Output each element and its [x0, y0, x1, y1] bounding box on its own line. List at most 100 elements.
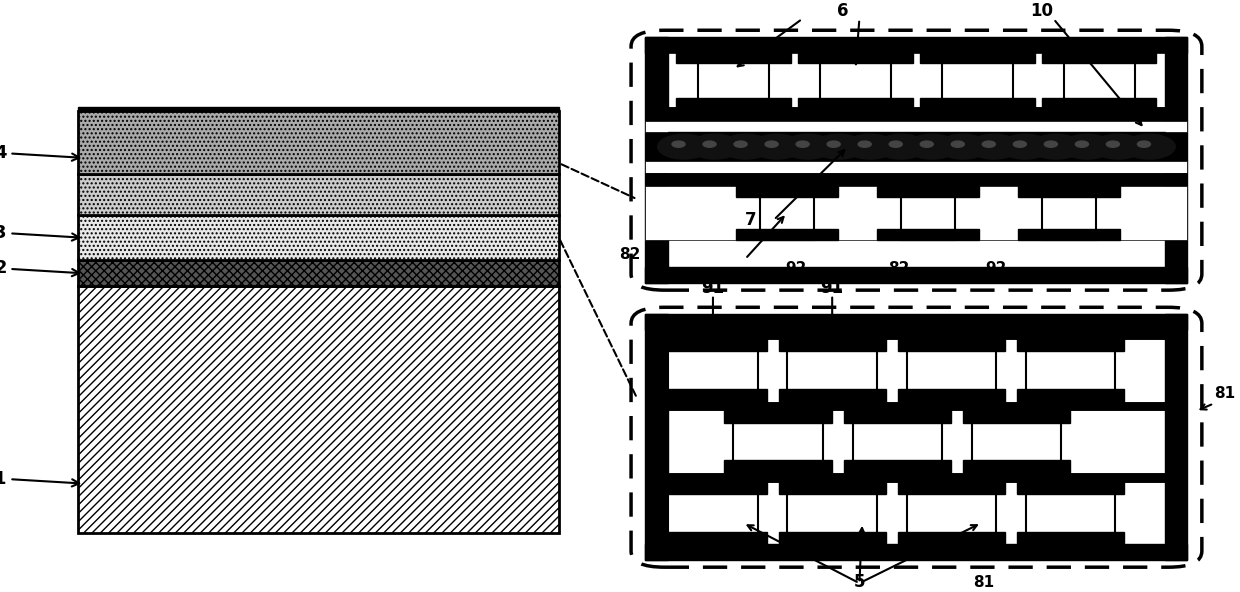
Circle shape: [951, 141, 965, 147]
Circle shape: [719, 134, 773, 159]
Bar: [853, 410, 942, 473]
Text: 92: 92: [985, 261, 1007, 276]
Circle shape: [1013, 141, 1027, 147]
Bar: [906, 481, 996, 544]
Bar: [1017, 481, 1125, 494]
Bar: [646, 37, 1188, 284]
Circle shape: [1030, 134, 1083, 159]
Bar: [724, 410, 832, 423]
Bar: [877, 229, 978, 240]
Bar: [1017, 532, 1125, 544]
Text: 5: 5: [853, 573, 866, 591]
Bar: [660, 481, 766, 494]
Circle shape: [920, 141, 934, 147]
Bar: [646, 162, 1188, 172]
Circle shape: [1061, 134, 1114, 159]
Bar: [646, 268, 1188, 284]
Circle shape: [750, 134, 804, 159]
Bar: [677, 53, 791, 63]
Circle shape: [1092, 134, 1145, 159]
Bar: [646, 314, 668, 561]
Circle shape: [1137, 141, 1151, 147]
Bar: [646, 314, 1188, 561]
Bar: [660, 389, 766, 401]
Circle shape: [672, 141, 684, 147]
Text: 81: 81: [1214, 386, 1235, 401]
Circle shape: [703, 141, 715, 147]
Circle shape: [999, 134, 1052, 159]
Bar: [972, 410, 1061, 473]
Text: 92: 92: [785, 261, 806, 276]
Text: 3: 3: [0, 224, 79, 242]
Bar: [1043, 98, 1157, 107]
Bar: [646, 121, 1188, 132]
Bar: [962, 410, 1070, 423]
Bar: [646, 314, 1188, 330]
Text: 1: 1: [0, 469, 79, 488]
Bar: [799, 53, 913, 63]
Text: 82: 82: [888, 261, 909, 276]
Text: 81: 81: [973, 575, 994, 590]
Text: 91: 91: [702, 279, 724, 297]
Text: 4: 4: [0, 144, 79, 162]
Bar: [1164, 314, 1188, 561]
Bar: [668, 339, 758, 401]
Bar: [733, 410, 822, 473]
Text: 7: 7: [745, 211, 756, 229]
Bar: [78, 111, 559, 173]
Bar: [78, 173, 559, 215]
Bar: [1042, 186, 1096, 240]
Bar: [660, 339, 766, 351]
Bar: [78, 287, 559, 533]
Bar: [646, 172, 1188, 186]
Circle shape: [968, 134, 1021, 159]
Circle shape: [858, 141, 872, 147]
Bar: [668, 339, 1164, 401]
Bar: [1164, 37, 1188, 284]
Circle shape: [982, 141, 996, 147]
Bar: [668, 481, 758, 544]
Bar: [646, 37, 1188, 53]
Bar: [920, 53, 1034, 63]
Circle shape: [889, 141, 903, 147]
Circle shape: [843, 134, 897, 159]
Circle shape: [875, 134, 928, 159]
Bar: [668, 132, 1164, 162]
Bar: [646, 53, 1188, 107]
Bar: [779, 532, 885, 544]
Bar: [843, 410, 951, 423]
Circle shape: [765, 141, 779, 147]
Circle shape: [827, 141, 841, 147]
Circle shape: [657, 134, 709, 159]
Bar: [1018, 229, 1120, 240]
Bar: [779, 481, 885, 494]
Bar: [799, 98, 913, 107]
Bar: [787, 339, 877, 401]
Bar: [698, 53, 769, 107]
Bar: [1017, 339, 1125, 351]
Bar: [646, 107, 1188, 121]
Bar: [1025, 339, 1115, 401]
Bar: [1064, 53, 1135, 107]
Bar: [898, 389, 1006, 401]
Bar: [760, 186, 813, 240]
Bar: [668, 410, 1164, 473]
Text: 2: 2: [0, 259, 79, 277]
Bar: [677, 98, 791, 107]
Circle shape: [1123, 134, 1176, 159]
Circle shape: [734, 141, 748, 147]
Text: 10: 10: [1030, 2, 1054, 20]
Circle shape: [906, 134, 959, 159]
Bar: [1017, 389, 1125, 401]
Bar: [779, 389, 885, 401]
Text: 82: 82: [619, 247, 640, 262]
Bar: [646, 401, 1188, 410]
Bar: [724, 461, 832, 473]
Circle shape: [796, 141, 810, 147]
Bar: [78, 215, 559, 260]
Bar: [877, 186, 978, 197]
Bar: [962, 461, 1070, 473]
Bar: [1018, 186, 1120, 197]
Bar: [821, 53, 890, 107]
Bar: [898, 339, 1006, 351]
